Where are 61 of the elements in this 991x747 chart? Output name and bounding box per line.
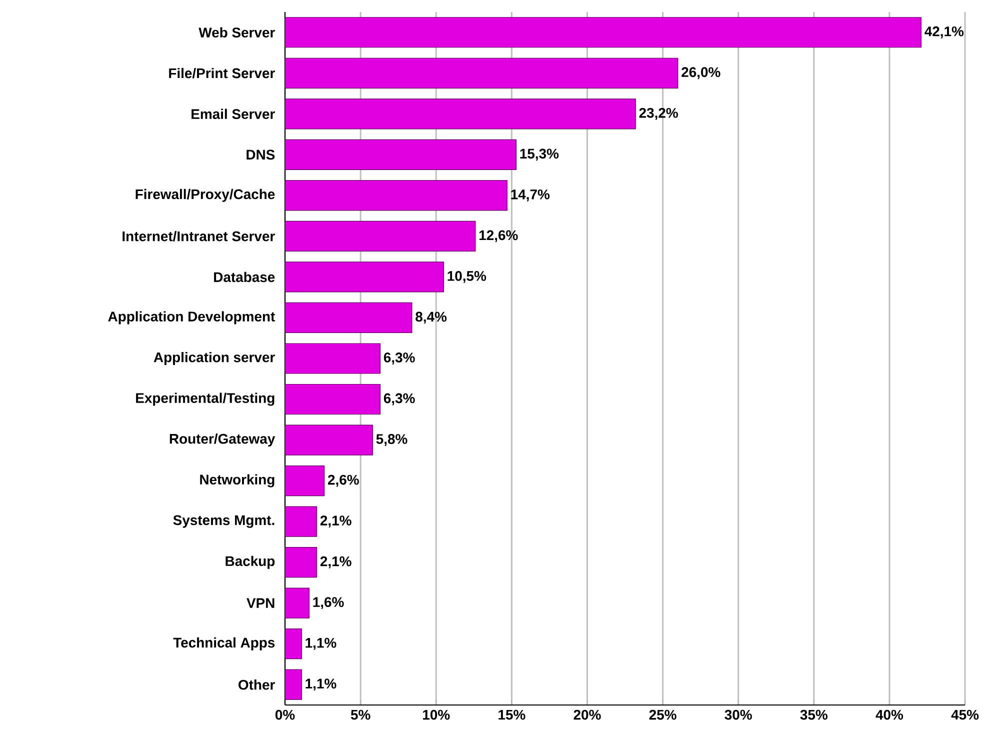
data-label: 26,0% [682, 67, 720, 80]
data-label: 5,8% [376, 434, 408, 446]
x-tick-label: 40% [876, 710, 904, 720]
y-tick-label: File/Print Server [169, 68, 275, 78]
bar [285, 139, 517, 170]
data-label: 8,4% [416, 312, 447, 324]
bar [285, 180, 508, 211]
x-tick-label: 0% [275, 710, 295, 720]
y-tick-label: Firewall/Proxy/Cache [136, 188, 275, 202]
data-label: 42,1% [924, 26, 964, 38]
y-tick-label: Database [214, 272, 275, 282]
bar [285, 669, 302, 700]
bar [285, 343, 381, 374]
y-tick-label: Other [238, 679, 275, 690]
data-label: 6,3% [384, 352, 415, 364]
y-tick-label: Networking [200, 474, 274, 488]
x-tick-label: 5% [350, 710, 370, 720]
bar [285, 17, 922, 48]
y-tick-label: Internet/Intranet Server [122, 231, 275, 242]
x-tick-label: 35% [800, 710, 828, 720]
y-tick-label: Technical Apps [173, 637, 275, 650]
bar [285, 424, 373, 456]
x-tick-label: 15% [498, 710, 526, 720]
x-tick-label: 30% [724, 710, 752, 720]
bar [285, 547, 318, 578]
data-label: 12,6% [479, 230, 518, 242]
data-label: 1,6% [313, 597, 344, 610]
data-label: 10,5% [448, 271, 486, 283]
y-tick-label: Systems Mgmt. [173, 515, 274, 528]
bar [285, 220, 476, 252]
y-tick-label: VPN [246, 598, 274, 608]
y-tick-label: Email Server [192, 108, 275, 120]
bar [285, 628, 302, 660]
bar [285, 506, 318, 537]
data-label: 2,6% [328, 474, 359, 487]
data-label: 14,7% [511, 190, 550, 202]
x-tick-label: 45% [951, 710, 979, 720]
bar [285, 98, 636, 130]
data-label: 23,2% [639, 108, 678, 120]
data-label: 2,1% [320, 556, 352, 568]
x-tick-label: 20% [574, 710, 601, 720]
y-tick-label: Application server [154, 352, 275, 365]
bar [285, 588, 310, 618]
data-label: 2,1% [320, 516, 352, 528]
y-tick-label: Router/Gateway [170, 434, 276, 447]
y-tick-label: Web Server [198, 27, 275, 38]
data-label: 1,1% [306, 678, 336, 691]
y-tick-label: Application Development [108, 311, 275, 324]
data-label: 1,1% [306, 638, 336, 650]
data-label: 6,3% [384, 393, 415, 406]
x-tick-label: 10% [423, 710, 450, 720]
bar [285, 465, 325, 496]
data-label: 15,3% [520, 148, 559, 161]
bar [285, 384, 381, 415]
bar [285, 58, 678, 88]
y-tick-label: Backup [226, 556, 275, 569]
y-tick-label: DNS [246, 150, 275, 160]
bar [285, 262, 444, 292]
y-tick-label: Experimental/Testing [136, 392, 274, 406]
bar [285, 302, 412, 334]
x-tick-label: 25% [649, 710, 676, 720]
